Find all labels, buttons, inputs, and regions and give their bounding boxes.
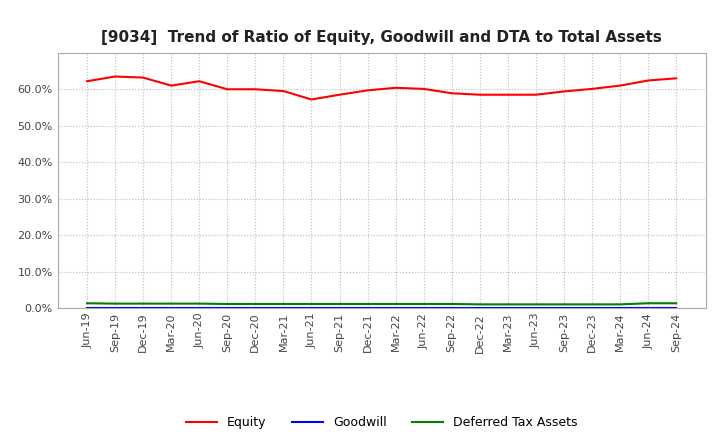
Deferred Tax Assets xyxy=(391,301,400,307)
Goodwill xyxy=(364,305,372,311)
Deferred Tax Assets xyxy=(531,302,540,307)
Equity xyxy=(419,86,428,92)
Equity xyxy=(139,75,148,80)
Equity xyxy=(531,92,540,97)
Equity xyxy=(111,74,120,79)
Goodwill xyxy=(616,305,624,311)
Equity xyxy=(307,97,316,102)
Equity xyxy=(475,92,484,97)
Goodwill xyxy=(223,305,232,311)
Goodwill xyxy=(419,305,428,311)
Deferred Tax Assets xyxy=(251,301,260,307)
Goodwill xyxy=(559,305,568,311)
Deferred Tax Assets xyxy=(336,301,344,307)
Goodwill xyxy=(139,305,148,311)
Goodwill xyxy=(672,305,680,311)
Legend: Equity, Goodwill, Deferred Tax Assets: Equity, Goodwill, Deferred Tax Assets xyxy=(181,411,582,434)
Deferred Tax Assets xyxy=(307,301,316,307)
Equity xyxy=(167,83,176,88)
Goodwill xyxy=(503,305,512,311)
Equity xyxy=(364,88,372,93)
Line: Equity: Equity xyxy=(87,77,676,99)
Goodwill xyxy=(195,305,204,311)
Deferred Tax Assets xyxy=(559,302,568,307)
Deferred Tax Assets xyxy=(447,301,456,307)
Goodwill xyxy=(336,305,344,311)
Equity xyxy=(588,86,596,92)
Deferred Tax Assets xyxy=(588,302,596,307)
Equity xyxy=(503,92,512,97)
Goodwill xyxy=(447,305,456,311)
Goodwill xyxy=(391,305,400,311)
Goodwill xyxy=(531,305,540,311)
Goodwill xyxy=(644,305,652,311)
Equity xyxy=(223,87,232,92)
Goodwill xyxy=(111,305,120,311)
Deferred Tax Assets xyxy=(364,301,372,307)
Line: Deferred Tax Assets: Deferred Tax Assets xyxy=(87,303,676,304)
Equity xyxy=(336,92,344,97)
Deferred Tax Assets xyxy=(223,301,232,307)
Equity xyxy=(195,79,204,84)
Goodwill xyxy=(307,305,316,311)
Deferred Tax Assets xyxy=(644,301,652,306)
Deferred Tax Assets xyxy=(279,301,288,307)
Equity xyxy=(447,91,456,96)
Equity xyxy=(251,87,260,92)
Deferred Tax Assets xyxy=(503,302,512,307)
Goodwill xyxy=(251,305,260,311)
Deferred Tax Assets xyxy=(672,301,680,306)
Deferred Tax Assets xyxy=(475,302,484,307)
Deferred Tax Assets xyxy=(139,301,148,306)
Goodwill xyxy=(279,305,288,311)
Goodwill xyxy=(167,305,176,311)
Deferred Tax Assets xyxy=(167,301,176,306)
Deferred Tax Assets xyxy=(111,301,120,306)
Equity xyxy=(279,88,288,94)
Equity xyxy=(616,83,624,88)
Title: [9034]  Trend of Ratio of Equity, Goodwill and DTA to Total Assets: [9034] Trend of Ratio of Equity, Goodwil… xyxy=(102,29,662,45)
Deferred Tax Assets xyxy=(616,302,624,307)
Goodwill xyxy=(475,305,484,311)
Goodwill xyxy=(83,305,91,311)
Equity xyxy=(83,79,91,84)
Deferred Tax Assets xyxy=(419,301,428,307)
Equity xyxy=(391,85,400,91)
Equity xyxy=(672,76,680,81)
Deferred Tax Assets xyxy=(195,301,204,306)
Deferred Tax Assets xyxy=(83,301,91,306)
Equity xyxy=(559,89,568,94)
Goodwill xyxy=(588,305,596,311)
Equity xyxy=(644,78,652,83)
